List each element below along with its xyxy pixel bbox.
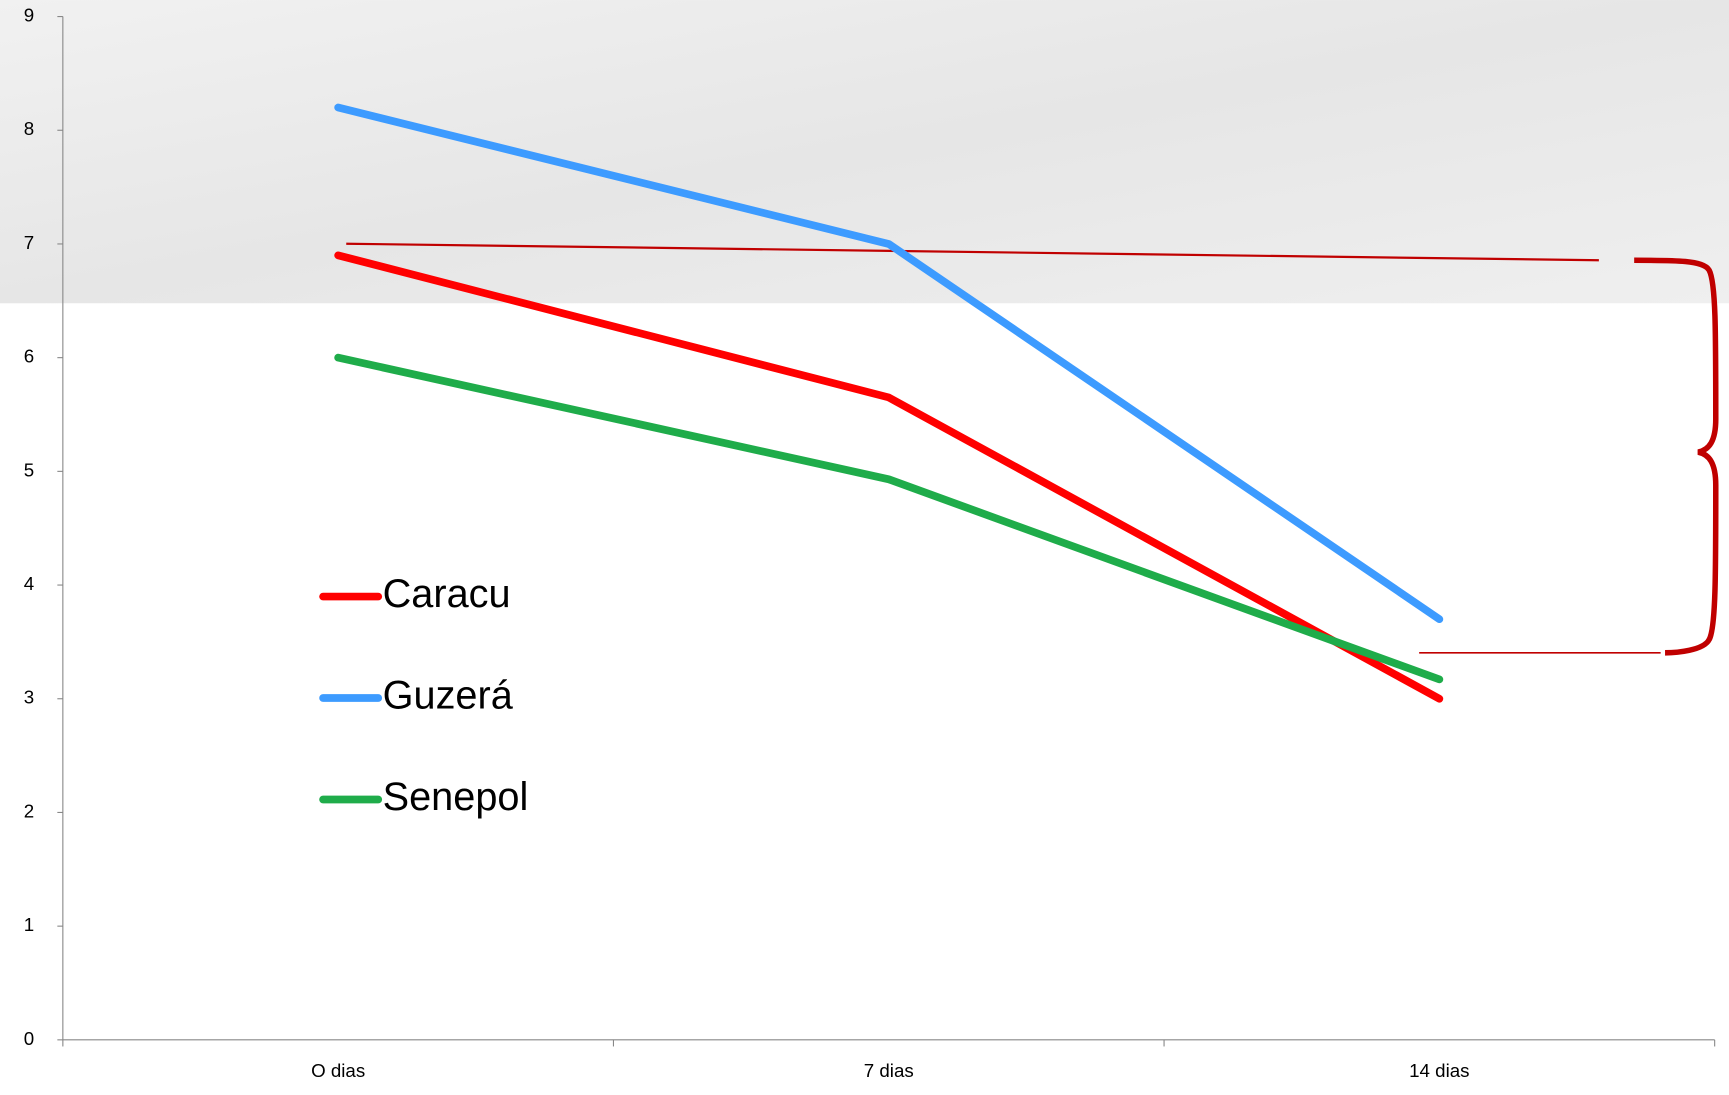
series-line [334, 251, 1444, 703]
legend-label: Senepol [383, 775, 529, 819]
legend-label: Caracu [383, 572, 511, 616]
annotation [346, 242, 1719, 656]
y-tick-label: 8 [24, 118, 34, 139]
background-band [0, 0, 1729, 304]
x-tick-label: 14 dias [1409, 1060, 1469, 1081]
x-tick-label: O dias [311, 1060, 365, 1081]
series-line [334, 103, 1444, 624]
y-tick-label: 4 [24, 573, 34, 594]
y-tick-label: 7 [24, 232, 34, 253]
y-tick-label: 1 [24, 914, 34, 935]
y-tick-label: 5 [24, 459, 34, 480]
y-tick-label: 3 [24, 687, 34, 708]
y-tick-label: 0 [24, 1028, 34, 1049]
series-line [334, 353, 1444, 684]
y-tick-label: 2 [24, 800, 34, 821]
y-tick-label: 6 [24, 346, 34, 367]
x-tick-label: 7 dias [864, 1060, 914, 1081]
y-tick-label: 9 [24, 5, 34, 26]
legend-label: Guzerá [383, 674, 514, 718]
